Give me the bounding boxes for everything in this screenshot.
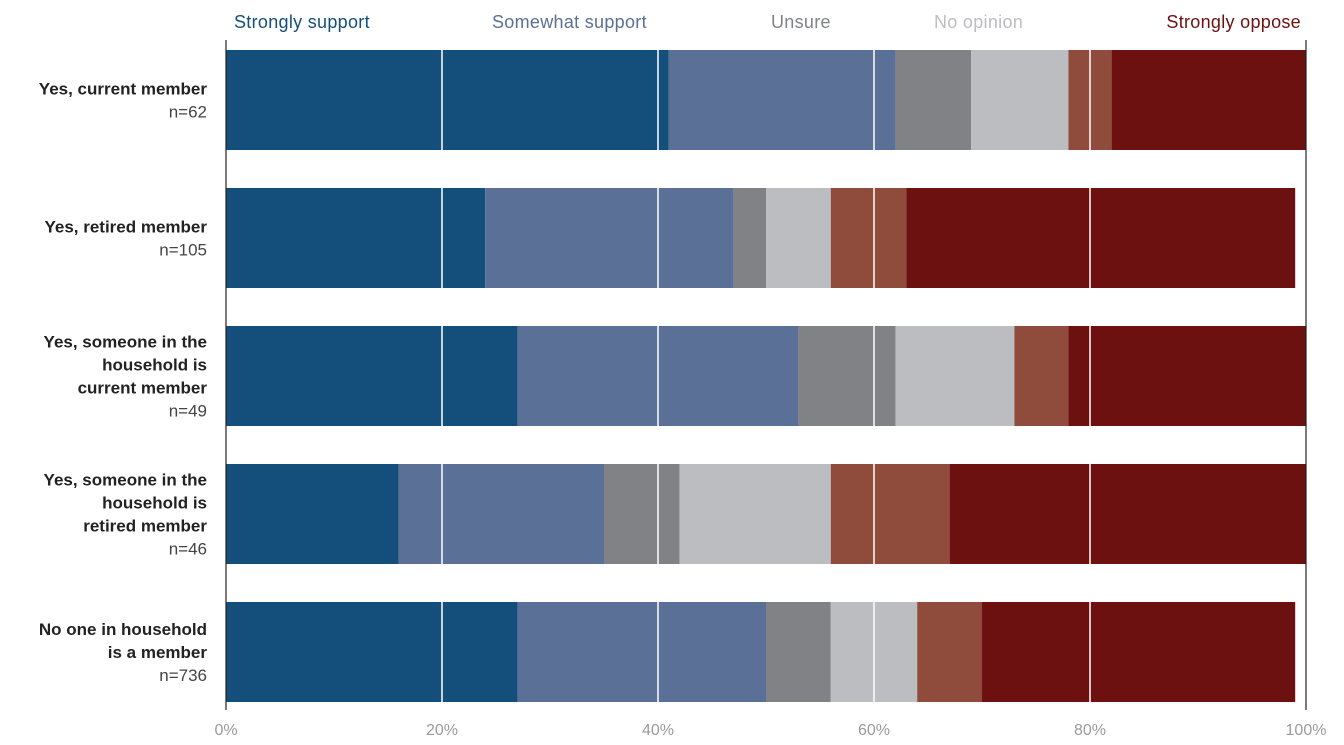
category-label: retired member <box>83 517 207 536</box>
bar-segment <box>766 188 831 288</box>
legend-item: Strongly oppose <box>1166 12 1301 32</box>
x-tick-label: 80% <box>1074 722 1106 739</box>
bar-segment <box>226 602 518 702</box>
gridlines <box>441 40 1091 702</box>
category-label: Yes, retired member <box>44 218 207 237</box>
sample-size-label: n=105 <box>159 241 207 260</box>
x-axis-ticks: 0% 20% 40% 60% 80% 100% <box>214 722 1326 739</box>
bar-segment <box>679 464 831 564</box>
bar-segment <box>1111 50 1306 150</box>
axis-lines <box>225 40 1307 710</box>
category-label: current member <box>78 379 208 398</box>
bar-segment <box>895 326 1015 426</box>
legend-item: Strongly support <box>234 12 370 32</box>
bar-segment <box>982 602 1296 702</box>
category-label: Yes, someone in the <box>44 333 207 352</box>
category-label: No one in household <box>39 620 207 639</box>
category-label: household is <box>102 356 207 375</box>
category-labels: Yes, current member n=62 Yes, retired memb… <box>39 80 208 686</box>
bar-segment <box>398 464 604 564</box>
bar-segment <box>971 50 1069 150</box>
x-tick-label: 40% <box>642 722 674 739</box>
sample-size-label: n=49 <box>169 402 207 421</box>
category-label: is a member <box>108 643 208 662</box>
bar-segment <box>830 188 907 288</box>
sample-size-label: n=62 <box>169 103 207 122</box>
bar-segment <box>766 602 831 702</box>
bar-segment <box>917 602 982 702</box>
bar-segment <box>485 188 734 288</box>
bar-segment <box>1014 326 1069 426</box>
category-label: Yes, someone in the <box>44 471 207 490</box>
bar-segment <box>895 50 972 150</box>
x-tick-label: 60% <box>858 722 890 739</box>
category-label: Yes, current member <box>39 80 208 99</box>
bar-segment <box>798 326 896 426</box>
category-label: household is <box>102 494 207 513</box>
legend-item: Unsure <box>771 12 831 32</box>
bar-segment <box>517 602 766 702</box>
bar-segment <box>949 464 1306 564</box>
bar-segment <box>226 188 486 288</box>
bars <box>226 50 1306 702</box>
bar-segment <box>906 188 1296 288</box>
bar-segment <box>226 464 399 564</box>
sample-size-label: n=46 <box>169 540 207 559</box>
x-tick-label: 0% <box>214 722 237 739</box>
x-tick-label: 20% <box>426 722 458 739</box>
bar-segment <box>226 50 669 150</box>
bar-segment <box>733 188 766 288</box>
legend-item: No opinion <box>934 12 1023 32</box>
x-tick-label: 100% <box>1286 722 1327 739</box>
legend-item: Somewhat support <box>492 12 647 32</box>
bar-segment <box>830 464 950 564</box>
bar-segment <box>604 464 680 564</box>
sample-size-label: n=736 <box>159 666 207 685</box>
bar-segment <box>226 326 518 426</box>
bar-segment <box>668 50 896 150</box>
legend: Strongly support Somewhat support Unsure No… <box>234 12 1301 32</box>
bar-segment <box>1068 326 1306 426</box>
